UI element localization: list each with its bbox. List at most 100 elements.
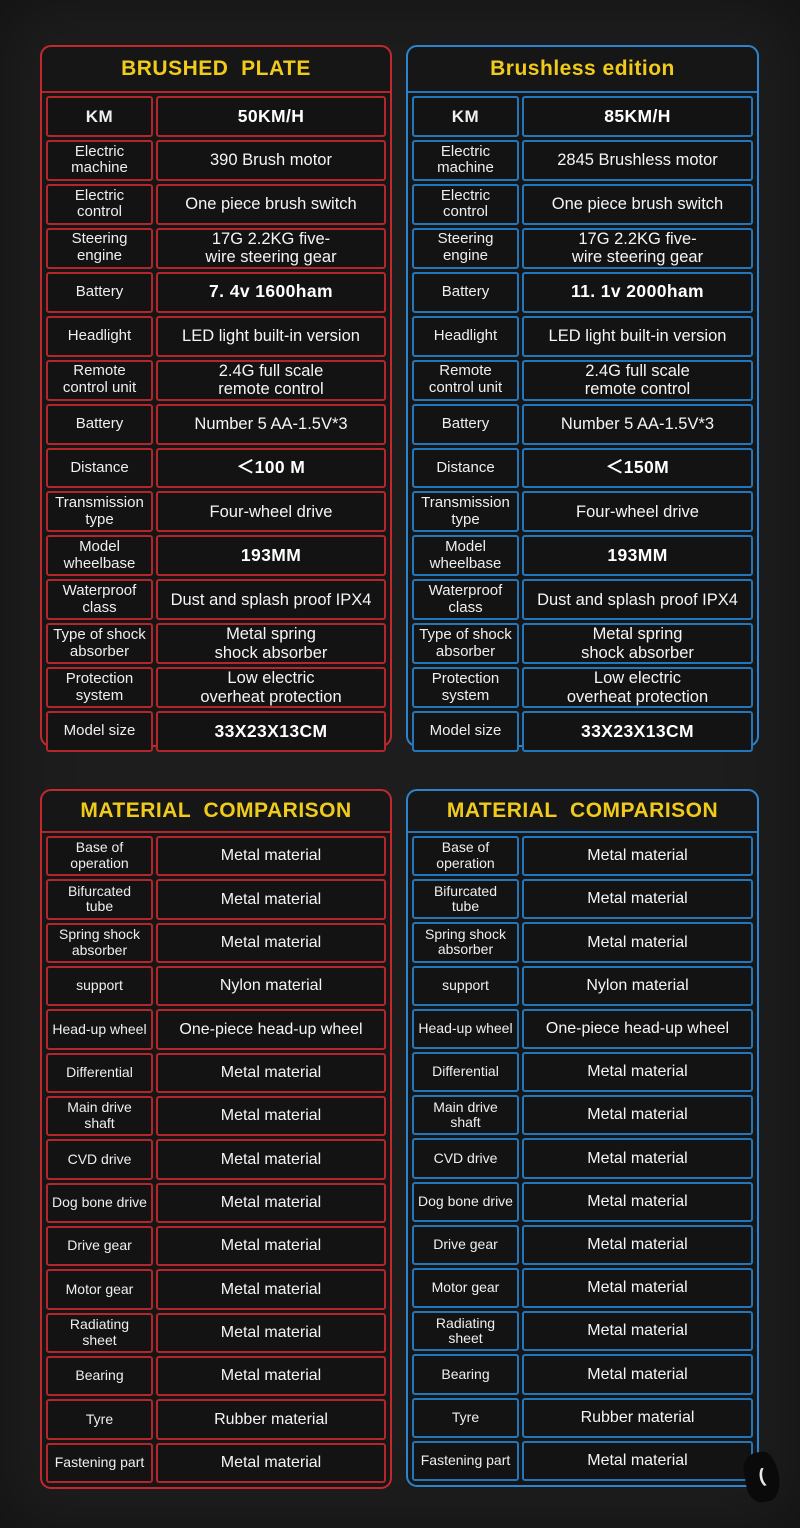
spec-label: CVD drive [46,1139,153,1180]
spec-value: Low electric overheat protection [156,667,386,709]
material-comparison-title-right: MATERIAL COMPARISON [408,791,757,833]
spec-label: KM [46,96,153,137]
spec-value: Dust and splash proof IPX4 [522,579,753,621]
spec-label: Head-up wheel [412,1008,519,1049]
spec-label: Radiating sheet [412,1311,519,1352]
spec-value: Metal material [156,1225,386,1267]
spec-label: Bearing [412,1354,519,1395]
spec-value: 17G 2.2KG five- wire steering gear [522,227,753,269]
spec-label: Dog bone drive [46,1182,153,1223]
spec-value: Number 5 AA-1.5V*3 [156,403,386,445]
spec-label: Model size [46,711,153,753]
material-comparison-grid-right: Base of operation Metal material Bifurcate… [408,833,757,1485]
spec-label: Protection system [46,667,153,709]
watermark-blob: ( [740,1449,784,1505]
spec-label: CVD drive [412,1138,519,1179]
spec-label: Differential [412,1052,519,1093]
spec-label: Motor gear [46,1269,153,1310]
spec-value: Metal material [522,1052,753,1093]
spec-label: Tyre [46,1399,153,1440]
spec-value: Metal material [156,1139,386,1180]
spec-value: Metal material [156,1442,386,1483]
spec-value: 390 Brush motor [156,139,386,181]
spec-value: 17G 2.2KG five- wire steering gear [156,227,386,269]
brushless-edition-grid: KM 85KM/H Electric machine 2845 Brushless m… [408,93,757,756]
spec-label: support [412,965,519,1006]
spec-value: Metal material [156,1095,386,1137]
brushed-plate-title: BRUSHED PLATE [42,47,390,93]
material-comparison-grid-left: Base of operation Metal material Bifurcate… [42,833,390,1487]
material-comparison-title-left: MATERIAL COMPARISON [42,791,390,833]
spec-label: support [46,965,153,1007]
spec-value: Metal material [156,836,386,877]
spec-label: Headlight [46,315,153,357]
spec-value: Metal spring shock absorber [156,623,386,665]
spec-value: Low electric overheat protection [522,667,753,709]
spec-value: Metal spring shock absorber [522,623,753,665]
watermark-glyph: ( [756,1465,767,1488]
spec-label: Headlight [412,315,519,357]
spec-label: Base of operation [412,836,519,877]
spec-label: Waterproof class [412,579,519,621]
spec-label: Electric control [46,183,153,225]
spec-value: Metal material [156,879,386,920]
spec-value: 33X23X13CM [156,711,386,753]
spec-label: Fastening part [412,1440,519,1481]
spec-label: Bifurcated tube [412,879,519,920]
spec-value: Nylon material [156,965,386,1007]
spec-value: Metal material [522,922,753,963]
spec-value: 50KM/H [156,96,386,137]
spec-label: Fastening part [46,1442,153,1483]
spec-label: Radiating sheet [46,1312,153,1353]
spec-value: Four-wheel drive [156,491,386,533]
spec-value: Metal material [522,1181,753,1222]
spec-label: Differential [46,1052,153,1093]
spec-label: Transmission type [46,491,153,533]
spec-value: Metal material [156,1312,386,1353]
spec-label: Distance [46,447,153,489]
spec-label: Electric machine [412,139,519,181]
spec-value: ＜150M [522,447,753,489]
spec-label: KM [412,96,519,137]
spec-label: Remote control unit [412,359,519,401]
spec-value: One-piece head-up wheel [522,1008,753,1049]
material-comparison-table-right: MATERIAL COMPARISON Base of operation Met… [406,789,759,1487]
material-comparison-table-left: MATERIAL COMPARISON Base of operation Met… [40,789,392,1489]
spec-value: Metal material [522,836,753,877]
spec-label: Battery [46,271,153,313]
spec-value: Four-wheel drive [522,491,753,533]
spec-label: Base of operation [46,836,153,877]
brushless-edition-title: Brushless edition [408,47,757,93]
spec-value: One piece brush switch [522,183,753,225]
spec-value: Metal material [522,879,753,920]
spec-value: ＜100 M [156,447,386,489]
brushed-plate-grid: KM 50KM/H Electric machine 390 Brush motor E… [42,93,390,756]
spec-value: Metal material [522,1138,753,1179]
spec-label: Bearing [46,1355,153,1397]
spec-label: Type of shock absorber [46,623,153,665]
spec-value: Rubber material [522,1397,753,1438]
spec-value: 2.4G full scale remote control [522,359,753,401]
spec-label: Model size [412,711,519,753]
spec-value: Metal material [156,1182,386,1223]
spec-value: 193MM [522,535,753,577]
spec-label: Main drive shaft [412,1095,519,1136]
spec-label: Tyre [412,1397,519,1438]
spec-value: Metal material [522,1354,753,1395]
brushless-edition-table: Brushless edition KM 85KM/H Electric machi… [406,45,759,753]
spec-value: 85KM/H [522,96,753,137]
spec-value: 193MM [156,535,386,577]
spec-label: Drive gear [412,1224,519,1265]
spec-label: Electric control [412,183,519,225]
spec-value: Metal material [522,1224,753,1265]
spec-label: Spring shock absorber [46,922,153,963]
spec-label: Drive gear [46,1225,153,1267]
spec-label: Steering engine [412,227,519,269]
spec-label: Model wheelbase [412,535,519,577]
spec-label: Dog bone drive [412,1181,519,1222]
spec-label: Type of shock absorber [412,623,519,665]
spec-label: Motor gear [412,1268,519,1309]
spec-label: Transmission type [412,491,519,533]
spec-value: Rubber material [156,1399,386,1440]
